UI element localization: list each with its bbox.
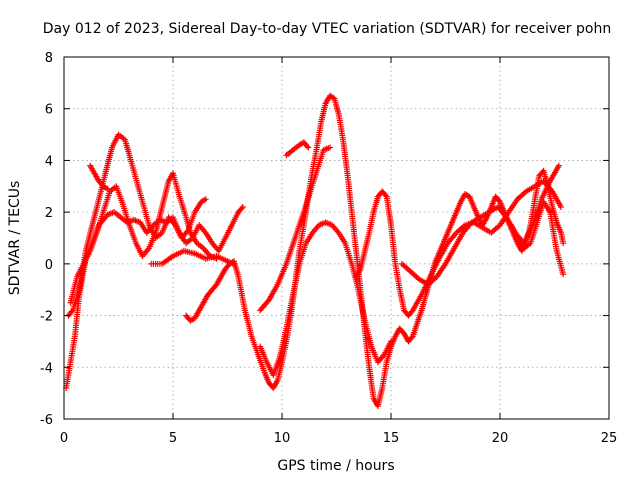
- y-tick-label: 2: [45, 206, 53, 221]
- series-track-12: [507, 198, 567, 278]
- y-tick-label: 0: [45, 258, 53, 273]
- data-point: [202, 196, 209, 203]
- data-point: [68, 308, 75, 315]
- data-point: [327, 144, 333, 151]
- series-track-6: [183, 92, 567, 410]
- data-point: [408, 334, 415, 341]
- x-axis-label: GPS time / hours: [277, 458, 394, 474]
- series-track-7: [257, 219, 394, 378]
- data-point: [304, 143, 311, 150]
- y-tick-label: 4: [45, 154, 53, 169]
- data-point: [560, 271, 567, 278]
- data-point: [382, 192, 389, 199]
- x-tick-label: 5: [169, 431, 177, 446]
- series-track-2: [65, 131, 209, 319]
- chart-title: Day 012 of 2023, Sidereal Day-to-day VTE…: [43, 21, 611, 37]
- y-tick-label: -2: [40, 310, 53, 325]
- data-point: [558, 204, 564, 210]
- data-point: [104, 185, 111, 192]
- series-track-10: [353, 178, 564, 319]
- series-track-3: [67, 170, 220, 306]
- y-tick-label: -6: [40, 413, 53, 428]
- data-point: [388, 338, 394, 345]
- y-tick-label: 8: [45, 51, 53, 66]
- data-points: [63, 92, 567, 410]
- x-tick-label: 15: [383, 431, 400, 446]
- series-track-5: [148, 247, 237, 267]
- data-point: [555, 162, 562, 169]
- x-tick-label: 25: [601, 431, 618, 446]
- plot-frame: [63, 56, 610, 420]
- y-axis-label: SDTVAR / TECUs: [7, 181, 23, 296]
- data-point: [239, 204, 246, 210]
- x-tick-label: 20: [492, 431, 509, 446]
- data-point: [305, 144, 312, 151]
- series-track-9: [283, 139, 312, 159]
- x-tick-label: 10: [274, 431, 291, 446]
- axis-ticks: 0 5 10 15 20 25 -6 -4 -2 0 2 4 6 8: [40, 51, 617, 446]
- series-track-4: [87, 162, 111, 192]
- series-track-8: [257, 144, 333, 314]
- y-tick-label: -4: [40, 361, 53, 376]
- data-point: [238, 205, 245, 212]
- series-track-11: [398, 162, 562, 288]
- x-tick-label: 0: [60, 431, 68, 446]
- y-tick-label: 6: [45, 103, 53, 118]
- data-point: [560, 240, 567, 247]
